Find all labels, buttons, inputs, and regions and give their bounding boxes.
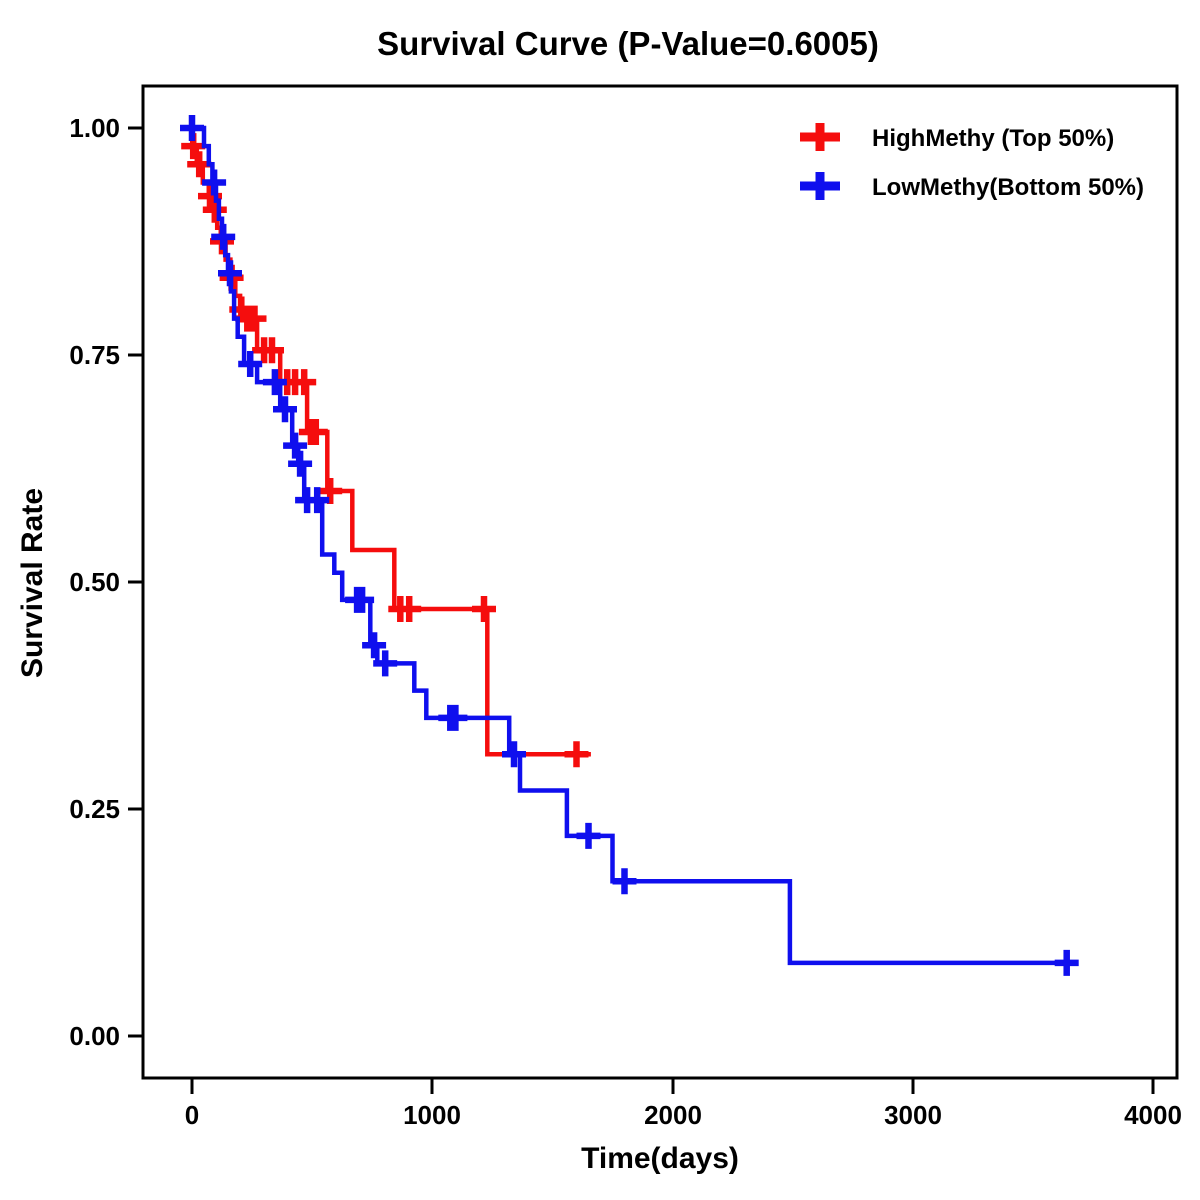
y-tick-label: 1.00	[69, 113, 120, 143]
y-axis-label: Survival Rate	[16, 488, 49, 678]
chart-title: Survival Curve (P-Value=0.6005)	[377, 25, 879, 62]
legend-lowmethy-plus-icon	[800, 172, 840, 200]
x-tick-label: 2000	[644, 1100, 702, 1130]
y-axis-ticks	[128, 126, 143, 1038]
y-tick-label: 0.75	[69, 340, 120, 370]
x-axis-ticks	[190, 1078, 1155, 1094]
x-tick-label: 4000	[1124, 1100, 1182, 1130]
series-layer	[180, 115, 1079, 976]
y-tick-label: 0.00	[69, 1021, 120, 1051]
survival-curve-lowmethy	[192, 125, 1071, 966]
x-axis-label: Time(days)	[581, 1142, 739, 1175]
legend-highmethy-plus-icon	[800, 123, 840, 151]
legend-highmethy-label: HighMethy (Top 50%)	[872, 125, 1114, 152]
plot-frame	[141, 84, 1179, 1080]
y-axis-tick-labels: 1.00 0.75 0.50 0.25 0.00	[69, 113, 120, 1051]
x-axis-tick-labels: 0 1000 2000 3000 4000	[185, 1100, 1182, 1130]
legend: HighMethy (Top 50%) LowMethy(Bottom 50%)	[800, 123, 1144, 201]
x-tick-label: 0	[185, 1100, 199, 1130]
y-tick-label: 0.25	[69, 794, 120, 824]
x-tick-label: 3000	[884, 1100, 942, 1130]
censor-marks-lowmethy	[180, 115, 1079, 976]
x-tick-label: 1000	[403, 1100, 461, 1130]
y-tick-label: 0.50	[69, 567, 120, 597]
legend-lowmethy-label: LowMethy(Bottom 50%)	[872, 174, 1144, 201]
